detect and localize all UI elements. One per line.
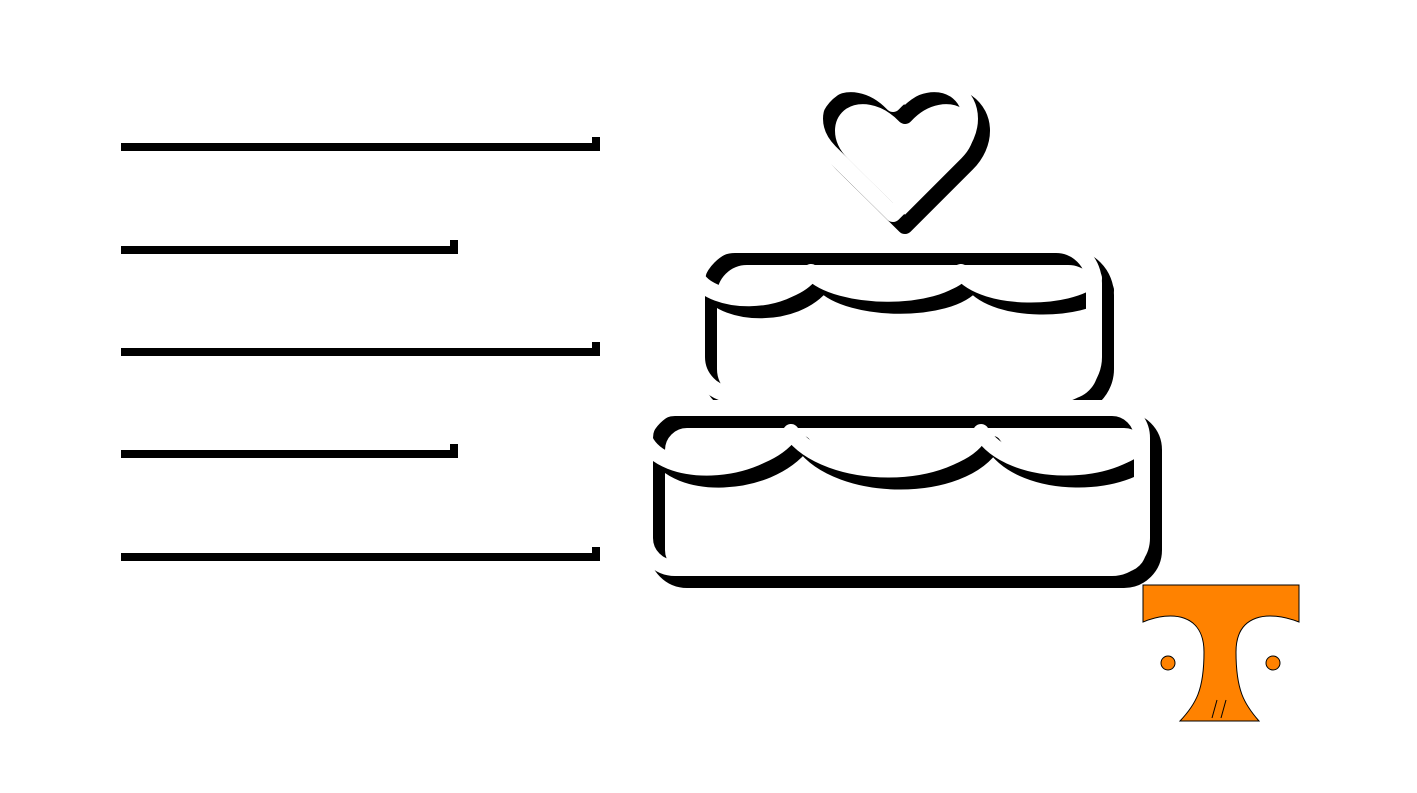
cake-with-heart-icon	[645, 84, 1154, 580]
decorative-lines	[120, 136, 593, 554]
power-t-logo	[1142, 584, 1300, 722]
